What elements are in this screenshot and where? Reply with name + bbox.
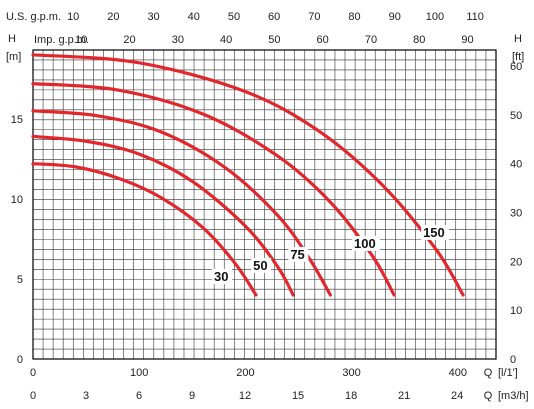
- x-tick-label-lpm: 100: [130, 367, 148, 379]
- x-axis-unit-lpm: [l/1']: [498, 367, 518, 379]
- y-tick-label-ft: 0: [510, 354, 516, 366]
- top-tick-label-usgpm: 60: [268, 11, 280, 23]
- curve-label-75: 75: [290, 247, 304, 262]
- x-axis-unit-m3h: [m3/h]: [498, 390, 529, 402]
- top-tick-label-usgpm: 20: [107, 11, 119, 23]
- curve-label-100: 100: [354, 236, 376, 251]
- top-tick-label-usgpm: 70: [308, 11, 320, 23]
- x-axis-label-q2: Q: [484, 390, 493, 402]
- top-tick-label-impgpm: 20: [123, 34, 135, 46]
- y-tick-label-ft: 30: [510, 208, 522, 220]
- y-tick-label-ft: 50: [510, 110, 522, 122]
- curve-30: [31, 162, 258, 297]
- top-tick-label-impgpm: 10: [75, 34, 87, 46]
- y-axis-label-right: H: [514, 33, 522, 45]
- y-tick-label-ft: 10: [510, 305, 522, 317]
- top-tick-label-usgpm: 30: [147, 11, 159, 23]
- top-axis-label-impgpm: Imp. g.p.m.: [34, 34, 89, 46]
- top-tick-label-usgpm: 100: [426, 11, 444, 23]
- x-tick-label-m3h: 0: [30, 390, 36, 402]
- y-tick-label-ft: 40: [510, 159, 522, 171]
- top-tick-label-usgpm: 40: [188, 11, 200, 23]
- y-axis-label-left: H: [8, 33, 16, 45]
- y-tick-label-m: 5: [17, 274, 23, 286]
- curve-label-bg: [251, 257, 272, 273]
- top-tick-label-usgpm: 80: [348, 11, 360, 23]
- top-tick-label-impgpm: 30: [172, 34, 184, 46]
- curve-150: [31, 53, 465, 297]
- x-tick-label-lpm: 300: [342, 367, 360, 379]
- x-tick-label-lpm: 200: [236, 367, 254, 379]
- x-tick-label-m3h: 6: [136, 390, 142, 402]
- top-tick-label-impgpm: 40: [220, 34, 232, 46]
- plot-frame: [32, 49, 497, 360]
- top-axis-label-usgpm: U.S. g.p.m.: [6, 11, 61, 23]
- curve-label-bg: [421, 224, 450, 240]
- top-tick-label-impgpm: 50: [268, 34, 280, 46]
- x-tick-label-m3h: 12: [239, 390, 251, 402]
- curve-label-bg: [288, 246, 309, 262]
- x-tick-label-m3h: 21: [398, 390, 410, 402]
- y-tick-label-m: 10: [11, 194, 23, 206]
- y-tick-label-m: 0: [17, 354, 23, 366]
- x-axis-label-q1: Q: [484, 367, 493, 379]
- curve-50: [31, 134, 295, 297]
- x-tick-label-lpm: 400: [449, 367, 467, 379]
- top-tick-label-usgpm: 110: [466, 11, 484, 23]
- x-tick-label-m3h: 3: [83, 390, 89, 402]
- x-tick-label-m3h: 15: [292, 390, 304, 402]
- curve-label-150: 150: [423, 225, 445, 240]
- y-tick-label-m: 15: [11, 114, 23, 126]
- top-tick-label-impgpm: 80: [413, 34, 425, 46]
- top-tick-label-impgpm: 90: [461, 34, 473, 46]
- y-tick-label-ft: 60: [510, 61, 522, 73]
- curve-100: [31, 82, 396, 297]
- x-tick-label-m3h: 9: [189, 390, 195, 402]
- y-axis-unit-left: [m]: [6, 51, 21, 63]
- curve-75: [31, 109, 332, 297]
- x-tick-label-m3h: 24: [451, 390, 463, 402]
- curve-label-50: 50: [253, 258, 267, 273]
- top-tick-label-usgpm: 50: [228, 11, 240, 23]
- x-tick-label-m3h: 18: [345, 390, 357, 402]
- y-axis-unit-right: [ft]: [512, 51, 524, 63]
- curve-label-30: 30: [214, 269, 228, 284]
- top-tick-label-impgpm: 70: [365, 34, 377, 46]
- curve-label-bg: [352, 235, 381, 251]
- curve-label-bg: [212, 268, 233, 284]
- y-tick-label-ft: 20: [510, 256, 522, 268]
- x-tick-label-lpm: 0: [30, 367, 36, 379]
- top-tick-label-impgpm: 60: [317, 34, 329, 46]
- top-tick-label-usgpm: 90: [389, 11, 401, 23]
- top-tick-label-usgpm: 10: [67, 11, 79, 23]
